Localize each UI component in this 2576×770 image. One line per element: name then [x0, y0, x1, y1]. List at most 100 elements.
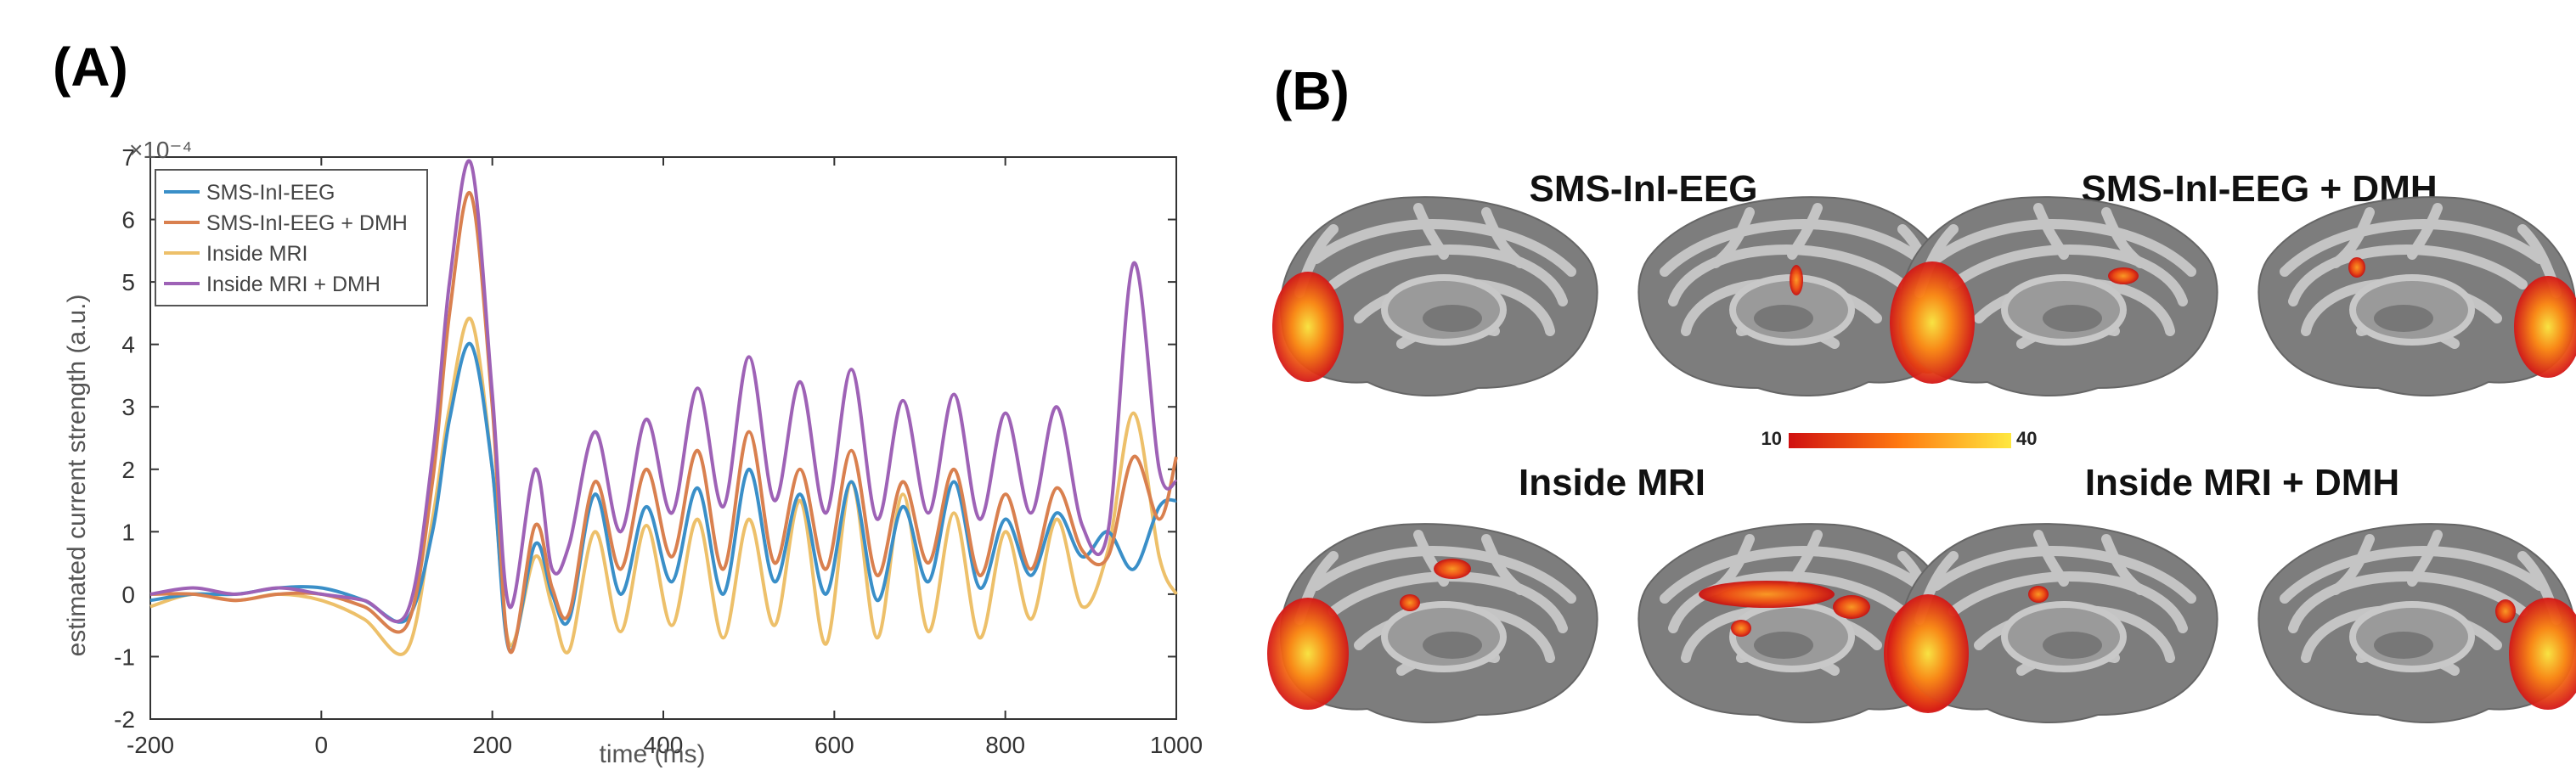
- gyrus-5: [1481, 534, 1525, 595]
- y-tick-label: 2: [121, 457, 135, 483]
- panel-a-label: (A): [53, 37, 128, 98]
- brain-title-sms-ini-eeg: SMS-InI-EEG: [1530, 168, 1758, 210]
- brain-title-inside-mri-dmh: Inside MRI + DMH: [2085, 462, 2399, 503]
- brain-surface-5: [1267, 523, 1598, 723]
- gyrus-5: [1711, 207, 1755, 268]
- y-tick-label: 7: [121, 144, 135, 171]
- ventricle: [1754, 305, 1813, 332]
- activation-blob-1: [2495, 599, 2516, 623]
- gyrus-1: [1948, 244, 2188, 306]
- activation-blob-3: [1731, 620, 1751, 637]
- gyrus-1: [1328, 571, 1568, 633]
- y-tick-label: 4: [121, 332, 135, 358]
- gyrus-0: [2280, 219, 2545, 277]
- activation-blob-2: [1400, 594, 1420, 611]
- gyrus-0: [1660, 219, 1925, 277]
- gyrus-6: [2033, 203, 2069, 260]
- brain-surface-8: [2258, 523, 2576, 723]
- series-line-sms-ini-eeg: [149, 341, 1177, 654]
- gyrus-0: [1931, 219, 2196, 277]
- ventricle: [2043, 305, 2102, 332]
- gyrus-6: [2033, 530, 2069, 587]
- y-tick-label: 0: [121, 582, 135, 608]
- brain-surface-1: [1272, 196, 1598, 396]
- y-exponent-label: ×10⁻⁴: [129, 137, 192, 163]
- activation-blob-1: [1699, 581, 1835, 608]
- activation-blob-1: [2028, 586, 2049, 603]
- ventricle: [2043, 632, 2102, 659]
- x-tick-label: 200: [472, 732, 512, 758]
- brain-surface-7: [1887, 523, 2218, 723]
- gyrus-0: [1311, 546, 1576, 604]
- gyrus-1: [2288, 244, 2528, 306]
- brain-surfaces: [1267, 196, 2576, 723]
- gyrus-5: [1481, 207, 1525, 268]
- gyrus-6: [2407, 530, 2443, 587]
- y-axis-label: estimated current strength (a.u.): [63, 295, 91, 657]
- gyrus-1: [1948, 571, 2188, 633]
- gyrus-0: [1660, 546, 1925, 604]
- legend-entry: Inside MRI + DMH: [206, 273, 380, 296]
- gyrus-1: [1328, 244, 1568, 306]
- gyrus-6: [1413, 203, 1449, 260]
- chart-series: [149, 159, 1178, 656]
- y-tick-label: 5: [121, 269, 135, 295]
- gyrus-6: [1787, 530, 1823, 587]
- activation-blob-0: [2514, 276, 2576, 378]
- panel-b-label: (B): [1274, 60, 1350, 121]
- gyrus-6: [1787, 203, 1823, 260]
- x-tick-label: 400: [644, 732, 684, 758]
- x-axis-label: time (ms): [600, 740, 706, 768]
- x-tick-label: -200: [127, 732, 174, 758]
- y-tick-label: 6: [121, 207, 135, 233]
- activation-blob-1: [2108, 267, 2139, 284]
- y-tick-label: 3: [121, 394, 135, 420]
- x-tick-label: 800: [985, 732, 1025, 758]
- colorbar-max-label: 40: [2016, 428, 2037, 449]
- activation-blob-0: [1890, 261, 1975, 384]
- gyrus-5: [2331, 207, 2375, 268]
- activation-blob-0: [1272, 272, 1344, 382]
- brain-surface-3: [1890, 196, 2218, 396]
- series-line-sms-ini-eeg-dmh: [149, 190, 1178, 655]
- gyrus-0: [2280, 546, 2545, 604]
- legend-box: [155, 169, 428, 306]
- gyrus-1: [2288, 571, 2528, 633]
- activation-blob-2: [1833, 595, 1870, 619]
- brain-title-inside-mri: Inside MRI: [1519, 462, 1705, 503]
- colorbar: 10 40: [1761, 428, 2038, 449]
- colorbar-gradient: [1789, 433, 2011, 448]
- activation-blob-1: [2348, 257, 2365, 278]
- gyrus-0: [1311, 219, 1576, 277]
- gyrus-5: [2101, 534, 2145, 595]
- gyrus-6: [1413, 530, 1449, 587]
- x-tick-label: 600: [815, 732, 854, 758]
- activation-blob-1: [1790, 265, 1803, 295]
- activation-blob-0: [1267, 598, 1349, 710]
- series-line-inside-mri-dmh: [149, 159, 1178, 623]
- gyrus-5: [2331, 534, 2375, 595]
- ventricle: [2374, 305, 2433, 332]
- gyrus-5: [2101, 207, 2145, 268]
- legend-entry: Inside MRI: [206, 242, 307, 266]
- y-tick-label: 1: [121, 519, 135, 545]
- legend-entry: SMS-InI-EEG: [206, 181, 335, 205]
- chart-tick-labels: -200 0 200 400 600 800 1000 -2 -1 0 1 2 3 4 5 6 7: [114, 144, 1203, 758]
- gyrus-0: [1931, 546, 2196, 604]
- ventricle: [1423, 305, 1482, 332]
- ventricle: [2374, 632, 2433, 659]
- activation-blob-0: [1887, 594, 1969, 713]
- x-tick-label: 1000: [1150, 732, 1203, 758]
- gyrus-1: [1668, 571, 1908, 633]
- brain-surface-4: [2258, 196, 2576, 396]
- ventricle: [1754, 632, 1813, 659]
- y-tick-label: -1: [114, 644, 135, 670]
- legend-entry: SMS-InI-EEG + DMH: [206, 211, 408, 235]
- ventricle: [1423, 632, 1482, 659]
- colorbar-min-label: 10: [1761, 428, 1782, 449]
- activation-blob-0: [2509, 598, 2576, 710]
- x-tick-label: 0: [315, 732, 329, 758]
- activation-blob-1: [1434, 559, 1471, 579]
- chart-legend: SMS-InI-EEG SMS-InI-EEG + DMH Inside MRI In…: [155, 169, 428, 306]
